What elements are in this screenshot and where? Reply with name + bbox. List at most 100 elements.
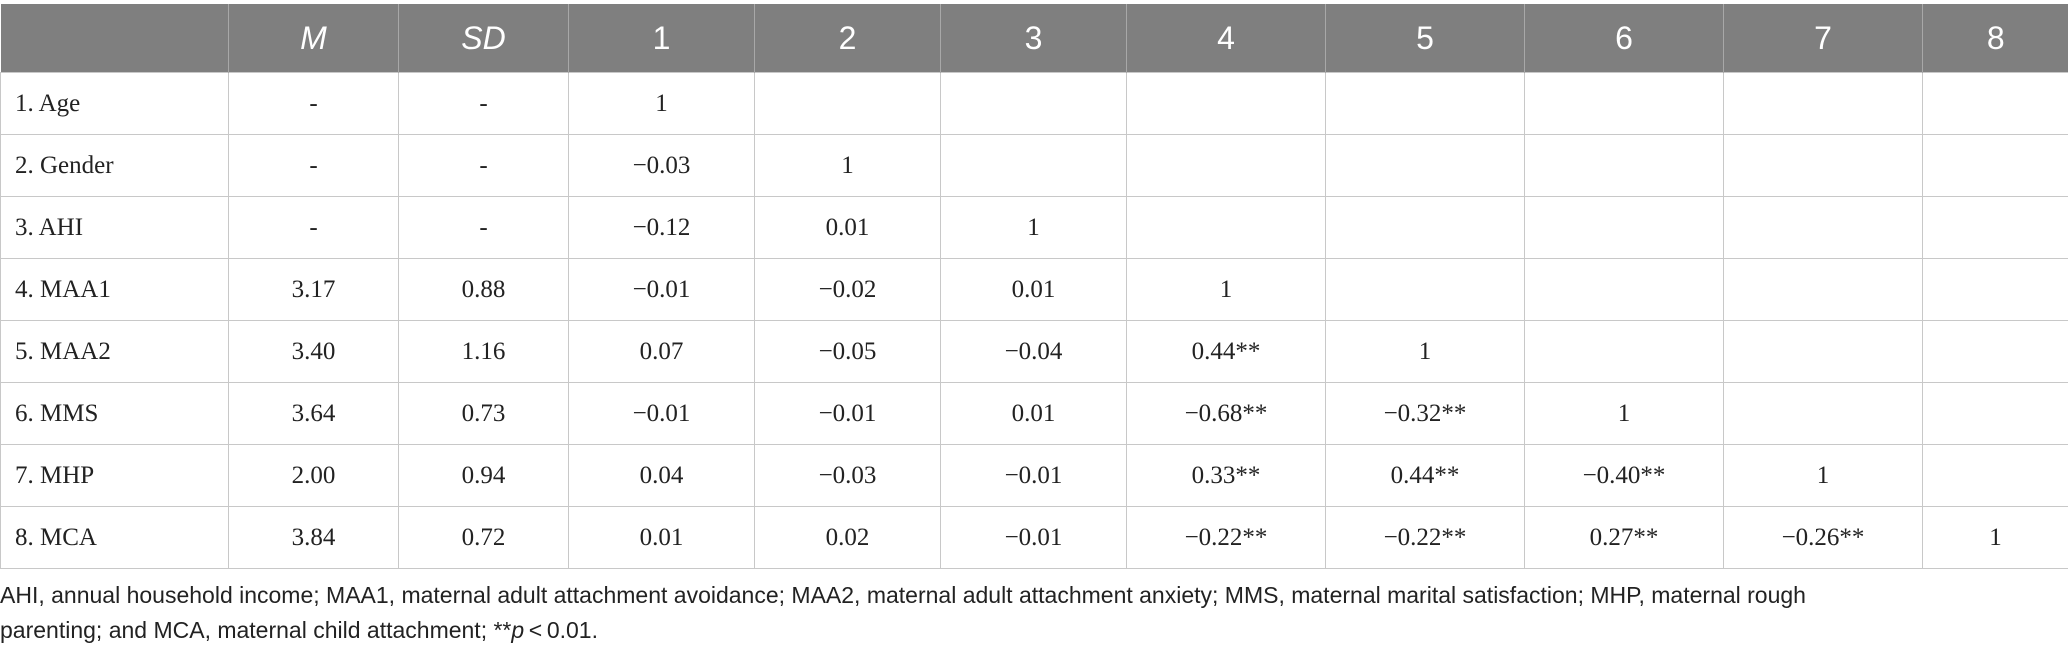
table-cell bbox=[1723, 196, 1923, 259]
table-cell: −0.22** bbox=[1126, 506, 1326, 569]
table-cell bbox=[1524, 320, 1724, 383]
table-cell: 0.04 bbox=[568, 444, 755, 507]
table-cell: 0.33** bbox=[1126, 444, 1326, 507]
table-cell: 0.94 bbox=[398, 444, 569, 507]
table-cell: 3.17 bbox=[228, 258, 399, 321]
table-cell: - bbox=[228, 72, 399, 135]
table-cell bbox=[1524, 72, 1724, 135]
table-cell bbox=[1723, 72, 1923, 135]
header-cell-6: 6 bbox=[1524, 4, 1724, 73]
table-cell: 1 bbox=[1524, 382, 1724, 445]
table-cell bbox=[1325, 134, 1525, 197]
table-body: 1. Age - -1 2. Gender - - −0.03 1 3. AHI - - −0.12 0… bbox=[0, 72, 2068, 569]
table-cell: −0.12 bbox=[568, 196, 755, 259]
table-row: 5. MAA2 3.40 1.16 0.07 −0.05 −0.04 0.44** 1 bbox=[0, 320, 2068, 383]
table-cell: - bbox=[398, 134, 569, 197]
table-cell: 0.72 bbox=[398, 506, 569, 569]
table-cell: - bbox=[228, 196, 399, 259]
table-cell: −0.02 bbox=[754, 258, 941, 321]
footnote-line-1: AHI, annual household income; MAA1, mate… bbox=[0, 582, 1806, 608]
table-cell bbox=[754, 72, 941, 135]
table-cell: 1.16 bbox=[398, 320, 569, 383]
table-cell: 0.01 bbox=[940, 382, 1127, 445]
table-cell bbox=[1723, 382, 1923, 445]
table-cell: 0.27** bbox=[1524, 506, 1724, 569]
table-cell: −0.01 bbox=[568, 258, 755, 321]
table-cell: 1 bbox=[1126, 258, 1326, 321]
table-cell: - bbox=[228, 134, 399, 197]
table-cell: −0.05 bbox=[754, 320, 941, 383]
row-label: 8. MCA bbox=[0, 506, 229, 569]
header-row: M SD 1 2 3 4 5 6 7 8 bbox=[0, 4, 2068, 73]
table-cell bbox=[1922, 134, 2068, 197]
table-cell: 0.01 bbox=[568, 506, 755, 569]
table-cell bbox=[1325, 72, 1525, 135]
table-cell: 3.64 bbox=[228, 382, 399, 445]
table-cell: −0.22** bbox=[1325, 506, 1525, 569]
table-cell bbox=[940, 72, 1127, 135]
table-row: 6. MMS 3.64 0.73 −0.01 −0.01 0.01 −0.68** −0.32… bbox=[0, 382, 2068, 445]
table-cell: −0.03 bbox=[754, 444, 941, 507]
table-cell: 2.00 bbox=[228, 444, 399, 507]
table-cell bbox=[1524, 134, 1724, 197]
row-label: 7. MHP bbox=[0, 444, 229, 507]
header-cell-mean: M bbox=[228, 4, 399, 73]
table-row: 4. MAA1 3.17 0.88 −0.01 −0.02 0.01 1 bbox=[0, 258, 2068, 321]
table-cell bbox=[1524, 258, 1724, 321]
table-cell: - bbox=[398, 196, 569, 259]
footnote-line-2: parenting; and MCA, maternal child attac… bbox=[0, 613, 2000, 648]
table-row: 7. MHP 2.00 0.94 0.04 −0.03 −0.01 0.33** 0.44**… bbox=[0, 444, 2068, 507]
header-cell-3: 3 bbox=[940, 4, 1127, 73]
header-cell-2: 2 bbox=[754, 4, 941, 73]
table-cell bbox=[1126, 72, 1326, 135]
correlation-table: M SD 1 2 3 4 5 6 7 8 1. Age - -1 2. Gender -… bbox=[0, 4, 2068, 569]
header-cell-1: 1 bbox=[568, 4, 755, 73]
footnote-p-symbol: p bbox=[511, 617, 525, 643]
table-cell bbox=[1126, 134, 1326, 197]
table-cell: 0.44** bbox=[1126, 320, 1326, 383]
table-cell bbox=[1922, 444, 2068, 507]
table-cell: 0.88 bbox=[398, 258, 569, 321]
table-cell: −0.03 bbox=[568, 134, 755, 197]
header-cell-7: 7 bbox=[1723, 4, 1923, 73]
table-footnote: AHI, annual household income; MAA1, mate… bbox=[0, 578, 2000, 648]
table-cell bbox=[1922, 320, 2068, 383]
table-cell bbox=[1723, 258, 1923, 321]
table-cell: 0.44** bbox=[1325, 444, 1525, 507]
table-cell: 1 bbox=[1922, 506, 2068, 569]
table-cell: −0.01 bbox=[940, 506, 1127, 569]
table-cell: −0.40** bbox=[1524, 444, 1724, 507]
footnote-suffix: < 0.01. bbox=[524, 617, 598, 643]
table-cell bbox=[1126, 196, 1326, 259]
table-cell bbox=[1922, 382, 2068, 445]
header-cell-4: 4 bbox=[1126, 4, 1326, 73]
table-row: 8. MCA 3.84 0.72 0.01 0.02 −0.01 −0.22** −0.22*… bbox=[0, 506, 2068, 569]
table-cell bbox=[940, 134, 1127, 197]
table-row: 1. Age - -1 bbox=[0, 72, 2068, 135]
table-cell bbox=[1922, 258, 2068, 321]
table-header: M SD 1 2 3 4 5 6 7 8 bbox=[0, 4, 2068, 73]
table-cell: −0.04 bbox=[940, 320, 1127, 383]
table-row: 3. AHI - - −0.12 0.01 1 bbox=[0, 196, 2068, 259]
table-cell bbox=[1524, 196, 1724, 259]
table-cell: 0.02 bbox=[754, 506, 941, 569]
table-cell: −0.68** bbox=[1126, 382, 1326, 445]
table-cell: −0.32** bbox=[1325, 382, 1525, 445]
table-cell bbox=[1723, 320, 1923, 383]
footnote-prefix: parenting; and MCA, maternal child attac… bbox=[0, 617, 512, 643]
table-cell: −0.26** bbox=[1723, 506, 1923, 569]
row-label: 5. MAA2 bbox=[0, 320, 229, 383]
table-cell: 3.40 bbox=[228, 320, 399, 383]
table-cell: 0.73 bbox=[398, 382, 569, 445]
table-cell: −0.01 bbox=[940, 444, 1127, 507]
row-label: 6. MMS bbox=[0, 382, 229, 445]
table-cell: 0.01 bbox=[940, 258, 1127, 321]
table-cell bbox=[1723, 134, 1923, 197]
row-label: 4. MAA1 bbox=[0, 258, 229, 321]
table-cell bbox=[1922, 196, 2068, 259]
table-row: 2. Gender - - −0.03 1 bbox=[0, 134, 2068, 197]
header-cell-sd: SD bbox=[398, 4, 569, 73]
table-cell: −0.01 bbox=[754, 382, 941, 445]
row-label: 1. Age bbox=[0, 72, 229, 135]
table-cell: 0.01 bbox=[754, 196, 941, 259]
